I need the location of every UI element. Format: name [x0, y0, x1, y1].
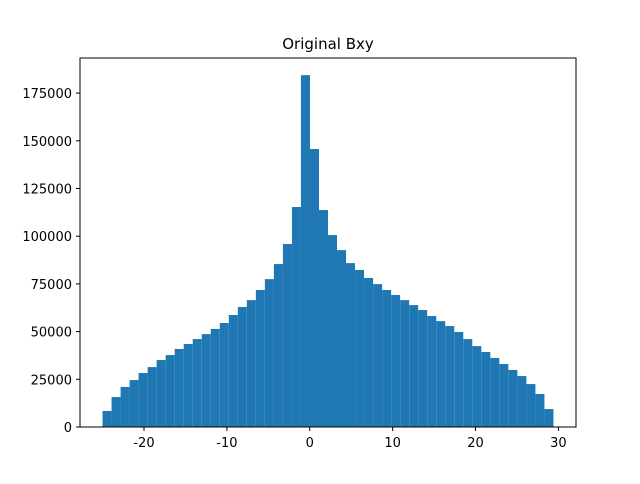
y-tick-label: 150000: [22, 135, 72, 150]
bar: [463, 339, 473, 427]
bar: [156, 360, 166, 427]
bar: [291, 207, 301, 427]
bar: [328, 235, 338, 427]
bar: [183, 344, 193, 427]
bar: [219, 323, 229, 427]
bar: [255, 290, 265, 427]
bar: [237, 306, 247, 427]
bar: [201, 334, 211, 427]
y-tick-label: 75000: [31, 278, 72, 293]
x-tick-label: -20: [133, 436, 154, 451]
bar: [147, 367, 157, 427]
bar: [481, 352, 491, 427]
bar: [346, 263, 356, 427]
bar: [400, 300, 410, 427]
y-tick-label: 100000: [22, 230, 72, 245]
bar: [409, 305, 419, 427]
y-tick-label: 25000: [31, 373, 72, 388]
bar: [472, 346, 482, 427]
x-tick-label: -10: [216, 436, 237, 451]
x-tick-label: 30: [550, 436, 567, 451]
bar: [165, 355, 175, 427]
bar: [427, 315, 437, 427]
bar: [264, 279, 274, 427]
y-tick-label: 0: [64, 421, 72, 436]
bar: [508, 369, 518, 427]
y-tick-label: 175000: [22, 87, 72, 102]
bar: [391, 294, 401, 427]
plot-frame: [79, 57, 577, 428]
bar: [490, 357, 500, 427]
bar: [129, 380, 139, 427]
bar: [174, 348, 184, 427]
bar: [102, 410, 112, 427]
bar: [228, 315, 238, 427]
bar: [526, 384, 536, 427]
bar: [138, 373, 148, 427]
bar: [120, 386, 130, 427]
bar: [382, 290, 392, 427]
x-tick-label: 10: [384, 436, 401, 451]
bar: [210, 328, 220, 427]
bar: [192, 339, 202, 427]
bar: [246, 300, 256, 427]
bar: [318, 210, 328, 427]
bar: [517, 376, 527, 427]
bar: [273, 264, 283, 427]
bar: [418, 310, 428, 427]
bar: [337, 250, 347, 427]
bar: [535, 393, 545, 427]
bar: [355, 269, 365, 427]
bar: [436, 321, 446, 427]
bar: [282, 244, 292, 427]
bar: [364, 277, 374, 427]
y-tick-label: 50000: [31, 326, 72, 341]
bar: [300, 75, 310, 427]
y-tick-label: 125000: [22, 183, 72, 198]
bar: [454, 331, 464, 427]
chart-title: Original Bxy: [282, 35, 374, 53]
x-tick-label: 0: [306, 436, 314, 451]
bar: [544, 409, 554, 427]
x-tick-label: 20: [467, 436, 484, 451]
bar: [111, 397, 121, 427]
bar: [373, 284, 383, 427]
bar: [445, 326, 455, 427]
bar: [499, 364, 509, 427]
bar: [309, 149, 319, 427]
